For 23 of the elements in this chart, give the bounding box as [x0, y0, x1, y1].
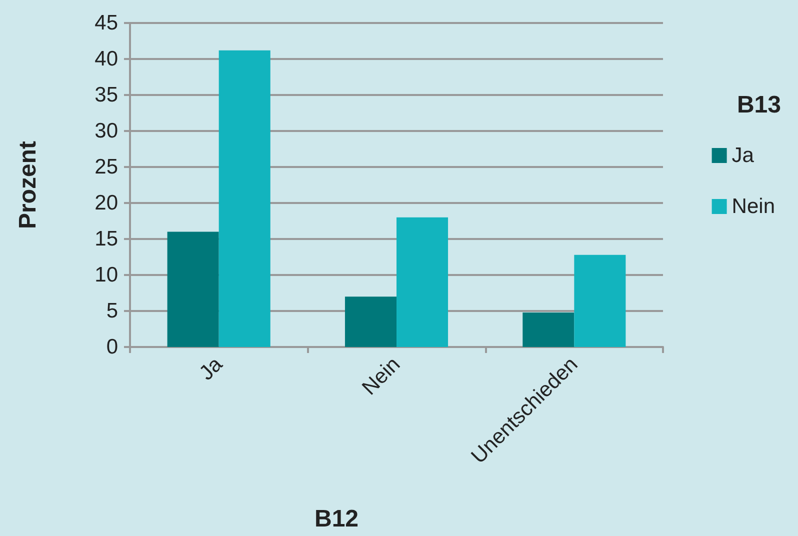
legend-label: Ja	[732, 144, 754, 167]
y-tick-label: 5	[106, 300, 118, 322]
legend-label: Nein	[732, 195, 776, 218]
bar	[218, 50, 270, 347]
y-tick-label: 15	[94, 228, 118, 250]
x-tick-label: Ja	[195, 352, 228, 385]
y-tick-label: 35	[94, 84, 118, 106]
bar	[344, 296, 396, 347]
y-tick-label: 40	[94, 48, 118, 70]
legend-title: B13	[736, 92, 782, 118]
x-axis-title: B12	[314, 506, 359, 532]
y-axis-title: Prozent	[14, 140, 42, 230]
y-tick-label: 45	[94, 12, 118, 34]
bar	[396, 217, 448, 347]
y-tick-label: 0	[106, 336, 118, 358]
bar	[522, 312, 574, 347]
y-tick-label: 10	[94, 264, 118, 286]
bar	[167, 232, 219, 347]
y-tick-label: 20	[94, 192, 118, 214]
bar	[574, 254, 626, 347]
x-tick-label: Nein	[358, 352, 405, 400]
y-tick-label: 30	[94, 120, 118, 142]
y-tick-label: 25	[94, 156, 118, 178]
